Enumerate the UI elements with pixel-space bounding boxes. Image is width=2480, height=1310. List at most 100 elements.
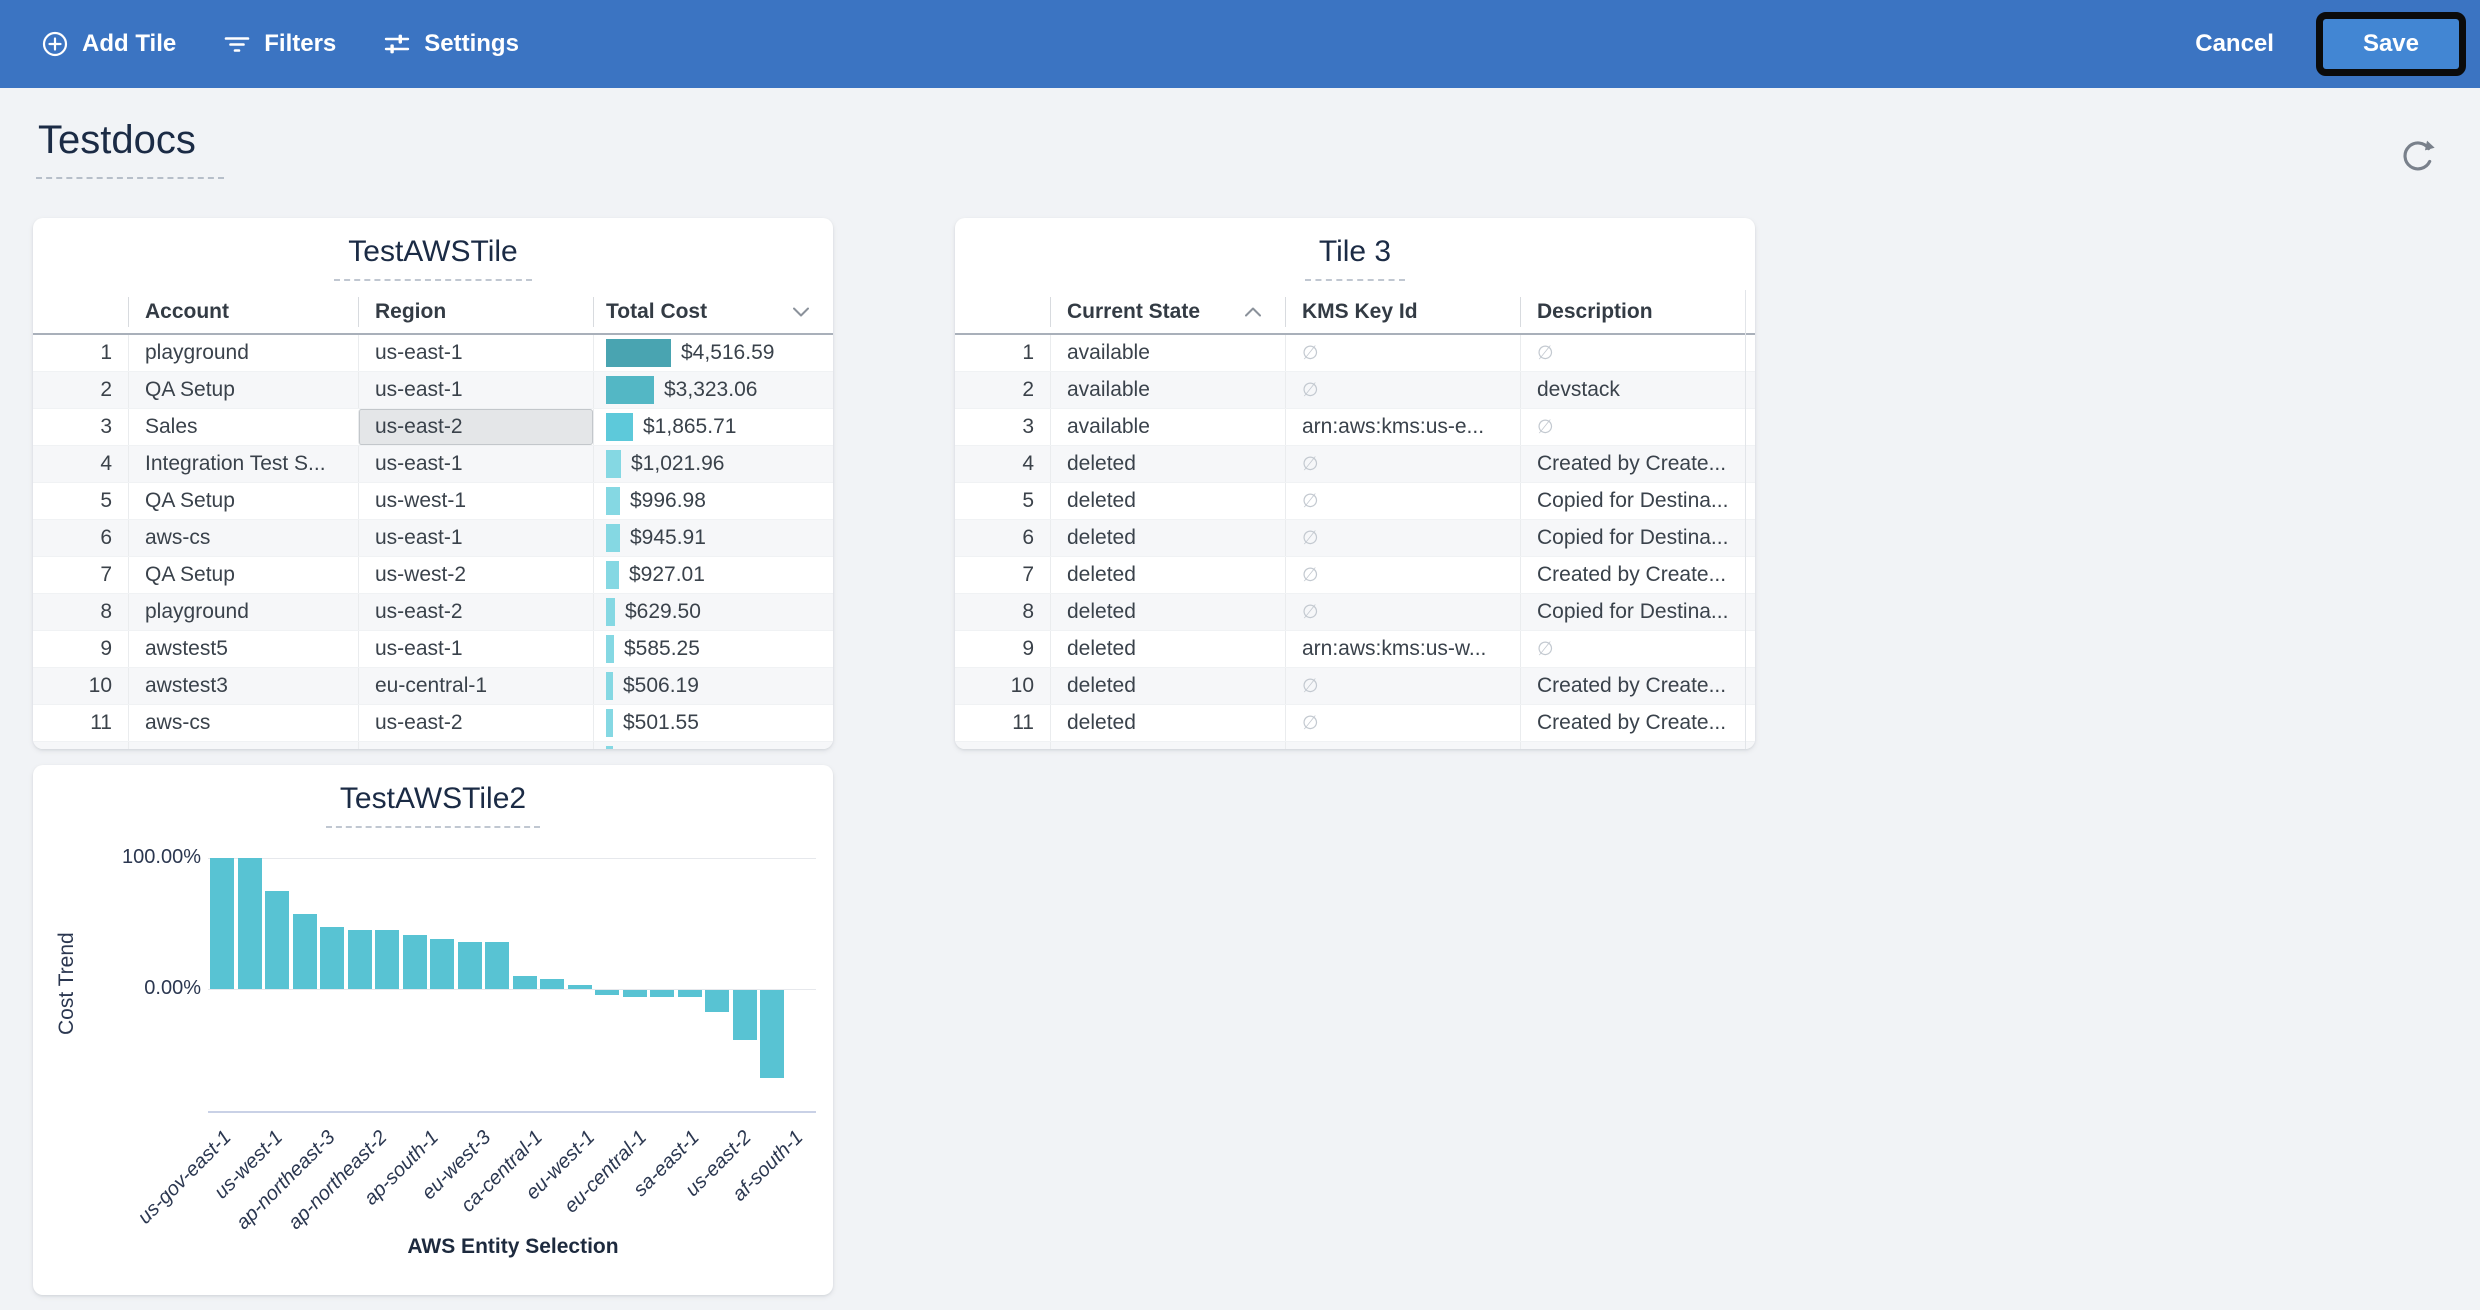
cost-value: $4,516.59: [681, 341, 775, 364]
description-cell[interactable]: devstack: [1520, 372, 1745, 408]
total-cost-cell[interactable]: $3,323.06: [593, 372, 833, 408]
total-cost-cell[interactable]: $506.19: [593, 668, 833, 704]
region-cell[interactable]: us-east-2: [358, 594, 593, 630]
null-value: ∅: [1302, 379, 1319, 401]
description-cell[interactable]: ∅: [1520, 631, 1745, 667]
account-cell[interactable]: playground: [128, 594, 358, 630]
description-cell[interactable]: Copied for Destina...: [1520, 520, 1745, 556]
cost-bar: [606, 487, 620, 515]
account-cell[interactable]: QA Setup: [128, 483, 358, 519]
column-header-kms-key-id[interactable]: KMS Key Id: [1285, 296, 1520, 327]
description-cell[interactable]: Created by Create...: [1520, 705, 1745, 741]
total-cost-cell[interactable]: $501.55: [593, 705, 833, 741]
current-state-cell[interactable]: deleted: [1050, 520, 1285, 556]
description-cell[interactable]: Copied for Destina...: [1520, 594, 1745, 630]
total-cost-cell[interactable]: $945.91: [593, 520, 833, 556]
current-state-cell[interactable]: deleted: [1050, 705, 1285, 741]
region-cell[interactable]: us-east-2: [358, 705, 593, 741]
description-cell[interactable]: ∅: [1520, 409, 1745, 445]
refresh-button[interactable]: [2398, 136, 2438, 176]
current-state-cell[interactable]: deleted: [1050, 557, 1285, 593]
filters-button[interactable]: Filters: [222, 29, 336, 59]
account-cell[interactable]: awstest5: [128, 631, 358, 667]
column-header-current-state[interactable]: Current State: [1050, 296, 1285, 327]
description-cell[interactable]: Copied for Destina...: [1520, 483, 1745, 519]
region-cell[interactable]: us-east-1: [358, 335, 593, 371]
cost-value: $1,021.96: [631, 452, 725, 475]
total-cost-cell[interactable]: $1,021.96: [593, 446, 833, 482]
column-header-description[interactable]: Description: [1520, 296, 1745, 327]
current-state-cell[interactable]: deleted: [1050, 668, 1285, 704]
kms-key-id-cell[interactable]: ∅: [1285, 483, 1520, 519]
current-state-cell[interactable]: available: [1050, 335, 1285, 371]
row-number-cell: 3: [100, 415, 112, 438]
table-row: 8 playground us-east-2 $629.50: [33, 594, 833, 631]
region-cell[interactable]: us-east-1: [358, 520, 593, 556]
tile-title[interactable]: Tile 3: [1304, 235, 1406, 281]
table-header: Account Region Total Cost: [33, 290, 833, 335]
description-cell[interactable]: Created by Create...: [1520, 668, 1745, 704]
chart-bar: [320, 927, 344, 989]
save-button[interactable]: Save: [2322, 19, 2459, 69]
row-number-cell: 1: [100, 341, 112, 364]
kms-key-id-cell[interactable]: ∅: [1285, 446, 1520, 482]
kms-key-id-cell[interactable]: arn:aws:kms:us-e...: [1285, 409, 1520, 445]
account-cell[interactable]: playground: [128, 335, 358, 371]
region-cell-selected[interactable]: us-east-2: [358, 409, 593, 445]
total-cost-cell[interactable]: $4,516.59: [593, 335, 833, 371]
column-header-region[interactable]: Region: [358, 296, 593, 327]
region-cell[interactable]: us-east-1: [358, 372, 593, 408]
account-cell[interactable]: Sales: [128, 409, 358, 445]
account-cell[interactable]: Integration Test S...: [128, 446, 358, 482]
cost-value: $1,865.71: [643, 415, 737, 438]
description-cell[interactable]: Created by Create...: [1520, 557, 1745, 593]
account-cell[interactable]: QA Setup: [128, 372, 358, 408]
cost-value: $996.98: [630, 489, 706, 512]
region-cell[interactable]: us-west-2: [358, 557, 593, 593]
null-value: ∅: [1302, 453, 1319, 475]
region-cell[interactable]: eu-central-1: [358, 668, 593, 704]
current-state-cell[interactable]: deleted: [1050, 446, 1285, 482]
kms-key-id-cell[interactable]: ∅: [1285, 372, 1520, 408]
current-state-cell[interactable]: deleted: [1050, 631, 1285, 667]
account-cell[interactable]: awstest3: [128, 668, 358, 704]
account-cell[interactable]: aws-cs: [128, 520, 358, 556]
kms-key-id-cell[interactable]: ∅: [1285, 705, 1520, 741]
table-row-partial: [955, 742, 1755, 749]
description-cell[interactable]: Created by Create...: [1520, 446, 1745, 482]
total-cost-cell[interactable]: $996.98: [593, 483, 833, 519]
account-cell[interactable]: aws-cs: [128, 705, 358, 741]
kms-key-id-cell[interactable]: ∅: [1285, 335, 1520, 371]
total-cost-cell[interactable]: $927.01: [593, 557, 833, 593]
kms-key-id-cell[interactable]: arn:aws:kms:us-w...: [1285, 631, 1520, 667]
account-cell[interactable]: QA Setup: [128, 557, 358, 593]
current-state-cell[interactable]: deleted: [1050, 594, 1285, 630]
add-tile-button[interactable]: Add Tile: [40, 29, 176, 59]
column-header-total-cost[interactable]: Total Cost: [593, 296, 833, 327]
total-cost-cell[interactable]: $585.25: [593, 631, 833, 667]
region-cell[interactable]: us-east-1: [358, 446, 593, 482]
region-cell[interactable]: us-east-1: [358, 631, 593, 667]
cost-bar: [606, 598, 615, 626]
kms-key-id-cell[interactable]: ∅: [1285, 594, 1520, 630]
kms-key-id-cell[interactable]: ∅: [1285, 520, 1520, 556]
tile-title[interactable]: TestAWSTile2: [325, 782, 541, 828]
cancel-button[interactable]: Cancel: [2195, 30, 2274, 57]
description-cell[interactable]: ∅: [1520, 335, 1745, 371]
current-state-cell[interactable]: deleted: [1050, 483, 1285, 519]
kms-key-id-cell[interactable]: ∅: [1285, 668, 1520, 704]
row-number-cell: 7: [100, 563, 112, 586]
total-cost-cell[interactable]: $1,865.71: [593, 409, 833, 445]
cost-bar: [606, 339, 671, 367]
current-state-cell[interactable]: available: [1050, 372, 1285, 408]
settings-button[interactable]: Settings: [382, 29, 519, 59]
page-title[interactable]: Testdocs: [36, 118, 224, 179]
kms-key-id-cell[interactable]: ∅: [1285, 557, 1520, 593]
region-cell[interactable]: us-west-1: [358, 483, 593, 519]
chart-bar: [402, 935, 427, 989]
column-header-account[interactable]: Account: [128, 296, 358, 327]
total-cost-cell[interactable]: $629.50: [593, 594, 833, 630]
current-state-cell[interactable]: available: [1050, 409, 1285, 445]
row-number-cell: 3: [1022, 415, 1034, 438]
tile-title[interactable]: TestAWSTile: [334, 235, 532, 281]
